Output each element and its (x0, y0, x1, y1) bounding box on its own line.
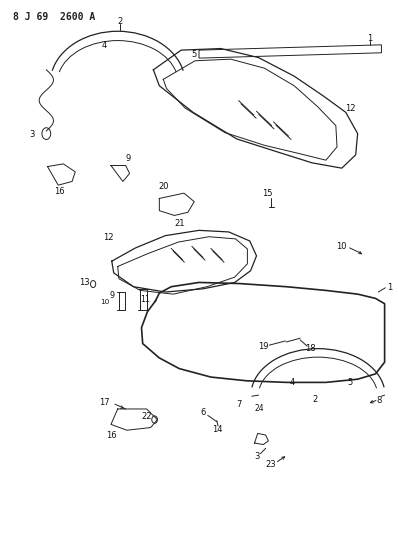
Text: 15: 15 (262, 189, 273, 198)
Text: 3: 3 (254, 452, 259, 461)
Text: 10: 10 (100, 299, 109, 305)
Text: 4: 4 (290, 378, 295, 387)
Text: 20: 20 (159, 182, 169, 191)
Text: 4: 4 (101, 42, 106, 51)
Text: 19: 19 (258, 342, 269, 351)
Text: 17: 17 (99, 398, 110, 407)
Text: 9: 9 (126, 154, 131, 163)
Text: 8: 8 (376, 396, 381, 405)
Text: 5: 5 (347, 378, 352, 387)
Text: 12: 12 (103, 233, 114, 242)
Text: 6: 6 (200, 408, 206, 417)
Text: 2: 2 (312, 395, 318, 404)
Text: 13: 13 (79, 278, 89, 287)
Text: 3: 3 (29, 130, 34, 139)
Text: 2: 2 (117, 18, 122, 27)
Text: 12: 12 (345, 103, 356, 112)
Text: 1: 1 (367, 35, 372, 44)
Text: 5: 5 (191, 51, 197, 59)
Text: 11: 11 (140, 295, 150, 304)
Text: 16: 16 (54, 187, 65, 196)
Text: 8 J 69  2600 A: 8 J 69 2600 A (13, 12, 95, 22)
Text: 14: 14 (212, 425, 222, 434)
Text: 7: 7 (237, 400, 242, 409)
Text: 18: 18 (306, 344, 316, 353)
Text: 24: 24 (254, 405, 264, 414)
Text: 9: 9 (109, 291, 114, 300)
Text: 22: 22 (141, 412, 152, 421)
Text: 21: 21 (175, 220, 185, 229)
Text: 23: 23 (266, 460, 277, 469)
Text: 16: 16 (105, 431, 116, 440)
Text: 10: 10 (337, 242, 347, 251)
Text: 1: 1 (386, 283, 392, 292)
